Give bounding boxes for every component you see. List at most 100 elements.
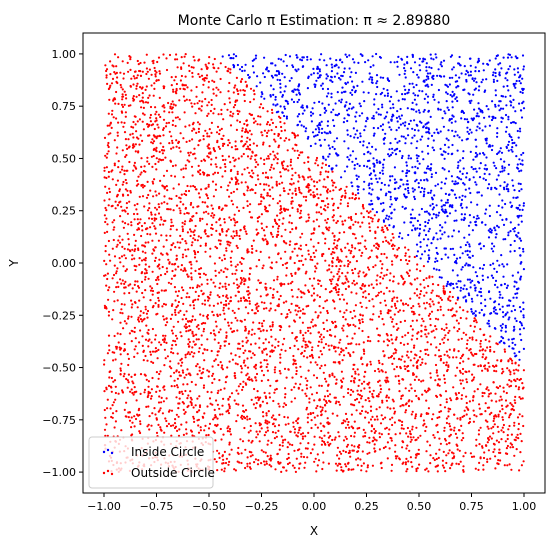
outside-point bbox=[236, 363, 239, 366]
inside-point bbox=[507, 149, 510, 152]
inside-point bbox=[474, 70, 477, 73]
outside-point bbox=[208, 370, 211, 373]
outside-point bbox=[284, 387, 287, 390]
outside-point bbox=[386, 441, 389, 444]
inside-point bbox=[415, 110, 418, 113]
outside-point bbox=[254, 312, 257, 315]
outside-point bbox=[357, 446, 360, 449]
outside-point bbox=[223, 218, 226, 221]
outside-point bbox=[269, 153, 272, 156]
inside-point bbox=[400, 156, 404, 160]
inside-point bbox=[469, 64, 472, 67]
outside-point bbox=[340, 370, 343, 373]
outside-point bbox=[445, 461, 448, 465]
outside-point bbox=[191, 332, 194, 335]
outside-point bbox=[150, 73, 153, 76]
outside-point bbox=[511, 362, 514, 365]
inside-point bbox=[443, 204, 446, 207]
outside-point bbox=[344, 420, 347, 423]
inside-point bbox=[398, 115, 401, 118]
inside-point bbox=[448, 76, 451, 79]
outside-point bbox=[244, 130, 247, 134]
outside-point bbox=[353, 420, 356, 423]
outside-point bbox=[106, 434, 109, 437]
outside-point bbox=[510, 359, 514, 362]
outside-point bbox=[427, 412, 430, 415]
outside-point bbox=[136, 212, 139, 216]
outside-point bbox=[493, 448, 496, 451]
outside-point bbox=[155, 110, 158, 113]
outside-point bbox=[393, 357, 396, 360]
outside-point bbox=[108, 124, 111, 127]
inside-point bbox=[401, 93, 404, 96]
outside-point bbox=[475, 438, 478, 441]
outside-point bbox=[327, 203, 330, 206]
inside-point bbox=[473, 284, 476, 287]
outside-point bbox=[304, 377, 307, 380]
outside-point bbox=[263, 463, 266, 466]
outside-point bbox=[393, 421, 396, 424]
inside-point bbox=[383, 183, 386, 186]
outside-point bbox=[355, 458, 358, 461]
outside-point bbox=[248, 171, 251, 174]
inside-point bbox=[435, 268, 438, 271]
outside-point bbox=[428, 276, 431, 279]
outside-point bbox=[228, 101, 232, 104]
inside-point bbox=[519, 333, 522, 336]
outside-point bbox=[291, 200, 294, 203]
inside-point bbox=[458, 177, 461, 180]
inside-point bbox=[341, 74, 344, 78]
outside-point bbox=[381, 399, 384, 402]
outside-point bbox=[298, 259, 301, 263]
outside-point bbox=[404, 411, 407, 414]
inside-point bbox=[312, 72, 315, 75]
outside-point bbox=[342, 439, 346, 442]
outside-point bbox=[443, 437, 447, 441]
outside-point bbox=[278, 448, 281, 451]
outside-point bbox=[503, 464, 506, 467]
outside-point bbox=[225, 375, 229, 378]
outside-point bbox=[290, 302, 293, 305]
inside-point bbox=[516, 67, 520, 70]
outside-point bbox=[182, 302, 185, 305]
inside-point bbox=[463, 216, 466, 219]
outside-point bbox=[182, 95, 185, 98]
inside-point bbox=[444, 221, 447, 224]
outside-point bbox=[236, 319, 239, 322]
inside-point bbox=[283, 76, 286, 79]
outside-point bbox=[489, 345, 492, 349]
outside-point bbox=[317, 344, 320, 347]
outside-point bbox=[263, 162, 266, 166]
outside-point bbox=[133, 348, 136, 351]
inside-point bbox=[411, 55, 414, 59]
inside-point bbox=[405, 161, 408, 164]
inside-point bbox=[507, 318, 510, 321]
outside-point bbox=[228, 195, 231, 198]
inside-point bbox=[465, 176, 468, 179]
inside-point bbox=[468, 178, 471, 181]
outside-point bbox=[279, 461, 282, 464]
outside-point bbox=[240, 414, 244, 417]
outside-point bbox=[122, 265, 125, 268]
outside-point bbox=[184, 248, 187, 251]
inside-point bbox=[513, 308, 517, 312]
outside-point bbox=[295, 457, 298, 460]
outside-point bbox=[179, 87, 182, 90]
outside-point bbox=[143, 61, 146, 64]
inside-point bbox=[468, 264, 471, 267]
inside-point bbox=[354, 115, 357, 118]
inside-point bbox=[518, 358, 521, 361]
outside-point bbox=[192, 304, 195, 307]
outside-point bbox=[136, 202, 139, 206]
inside-point bbox=[439, 63, 442, 66]
outside-point bbox=[120, 429, 123, 432]
outside-point bbox=[277, 227, 280, 230]
outside-point bbox=[500, 429, 503, 432]
outside-point bbox=[119, 71, 122, 74]
inside-point bbox=[440, 187, 443, 190]
outside-point bbox=[335, 378, 338, 381]
outside-point bbox=[103, 214, 106, 217]
outside-point bbox=[264, 347, 268, 350]
outside-point bbox=[320, 338, 323, 341]
outside-point bbox=[175, 204, 179, 207]
